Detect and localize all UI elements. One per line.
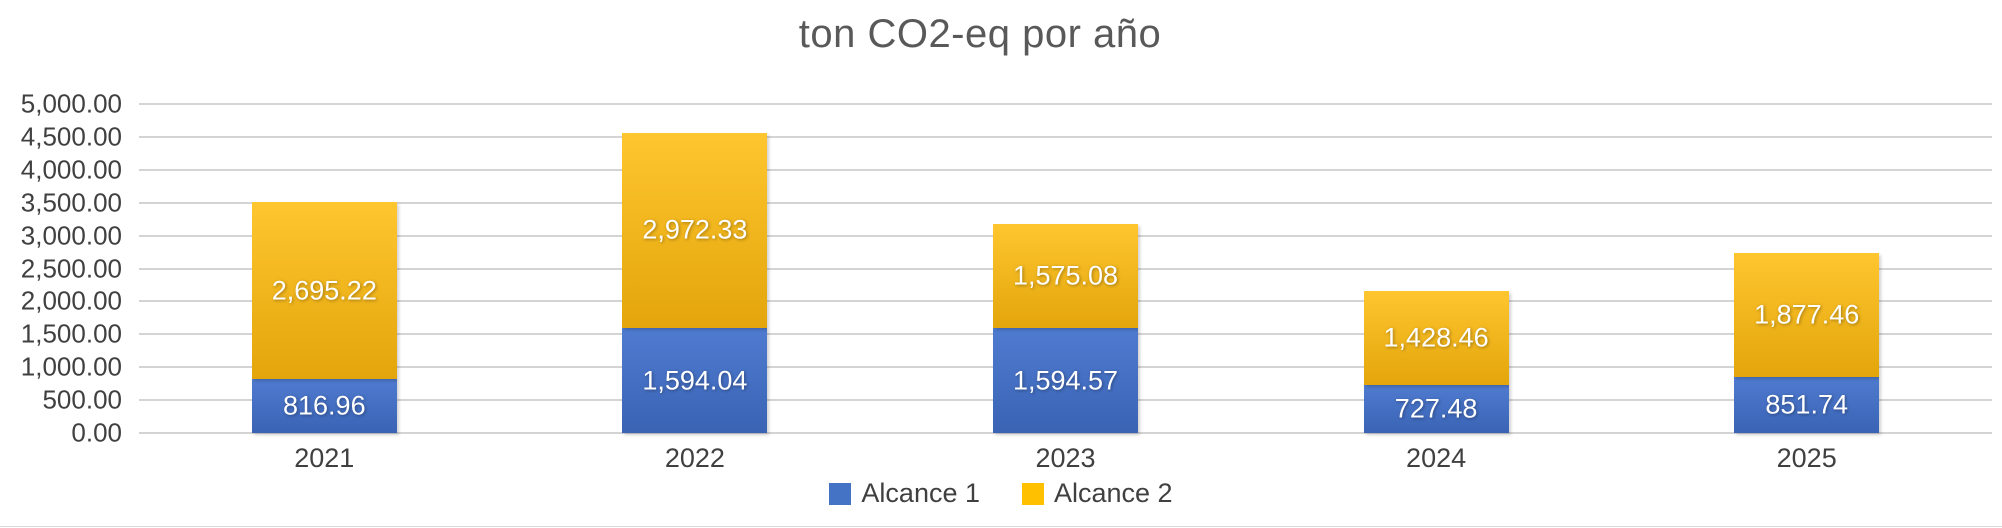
x-axis-label: 2023 xyxy=(1035,443,1096,473)
legend: Alcance 1 Alcance 2 xyxy=(0,478,2002,509)
bar-2024: 727.48 1,428.46 xyxy=(1363,104,1509,433)
bar-segment-alcance-2 xyxy=(1363,291,1509,386)
bar-segment-alcance-1 xyxy=(993,328,1138,433)
bar-value-label: 1,428.46 xyxy=(1383,322,1489,353)
legend-swatch-alcance-2 xyxy=(1022,482,1044,505)
legend-item-alcance-2: Alcance 2 xyxy=(1022,478,1173,509)
bar-2023: 1,594.57 1,575.08 xyxy=(993,104,1138,433)
bar-segment-alcance-2 xyxy=(1734,253,1880,377)
bar-segment-alcance-1 xyxy=(1363,385,1509,433)
legend-swatch-alcance-1 xyxy=(829,482,852,505)
x-axis-label: 2022 xyxy=(664,443,725,473)
gridline xyxy=(139,135,1992,138)
bar-segment-alcance-2 xyxy=(993,224,1138,329)
bar-value-label: 2,972.33 xyxy=(642,214,748,245)
bar-value-label: 816.96 xyxy=(283,390,366,421)
bar-value-label: 727.48 xyxy=(1394,393,1478,424)
bar-value-label: 2,695.22 xyxy=(271,275,377,306)
x-axis: 2021 2022 2023 2024 2025 xyxy=(139,443,1992,479)
bar-segment-alcance-2 xyxy=(251,201,397,380)
bar-value-label: 1,575.08 xyxy=(1012,260,1119,291)
bar-2022: 1,594.04 2,972.33 xyxy=(622,104,768,433)
x-axis-label: 2021 xyxy=(294,443,355,473)
y-axis-tick-label: 3,000.00 xyxy=(20,220,122,251)
y-axis-tick-label: 4,000.00 xyxy=(20,154,122,185)
bar-2025: 851.74 1,877.46 xyxy=(1734,104,1880,433)
bar-segment-alcance-1 xyxy=(622,328,768,433)
legend-item-alcance-1: Alcance 1 xyxy=(829,478,980,509)
y-axis-tick-label: 4,500.00 xyxy=(20,121,122,152)
y-axis-tick-label: 1,000.00 xyxy=(20,351,122,382)
gridline xyxy=(139,432,1992,434)
y-axis-tick-label: 5,000.00 xyxy=(20,88,122,119)
plot-area: 816.96 2,695.22 1,594.04 2,972.33 1,594.57 1,… xyxy=(139,103,1992,434)
y-axis-tick-label: 3,500.00 xyxy=(20,187,122,218)
bar-segment-alcance-1 xyxy=(251,379,397,433)
bar-value-label: 1,594.57 xyxy=(1012,365,1119,396)
bar-2021: 816.96 2,695.22 xyxy=(251,104,397,433)
bar-value-label: 1,594.04 xyxy=(642,365,748,396)
legend-label: Alcance 2 xyxy=(1054,478,1173,508)
bar-value-label: 1,877.46 xyxy=(1754,299,1860,330)
y-axis-tick-label: 2,500.00 xyxy=(20,253,122,283)
x-axis-label: 2024 xyxy=(1406,443,1467,473)
legend-label: Alcance 1 xyxy=(861,478,980,508)
y-axis-tick-label: 0.00 xyxy=(71,417,122,448)
bottom-edge-divider xyxy=(0,526,2002,527)
bar-segment-alcance-2 xyxy=(622,132,768,329)
y-axis-tick-label: 2,000.00 xyxy=(20,285,122,316)
chart-title: ton CO2-eq por año xyxy=(798,12,1162,56)
gridline xyxy=(139,168,1992,171)
bar-value-label: 851.74 xyxy=(1765,389,1848,420)
y-axis-tick-label: 500.00 xyxy=(42,384,122,415)
gridline xyxy=(139,103,1992,105)
gridline xyxy=(139,201,1992,204)
bar-segment-alcance-1 xyxy=(1734,376,1880,433)
y-axis-tick-label: 1,500.00 xyxy=(20,318,122,349)
y-axis: 0.00 500.00 1,000.00 1,500.00 2,000.00 2,500.… xyxy=(0,89,122,448)
x-axis-label: 2025 xyxy=(1776,443,1837,473)
